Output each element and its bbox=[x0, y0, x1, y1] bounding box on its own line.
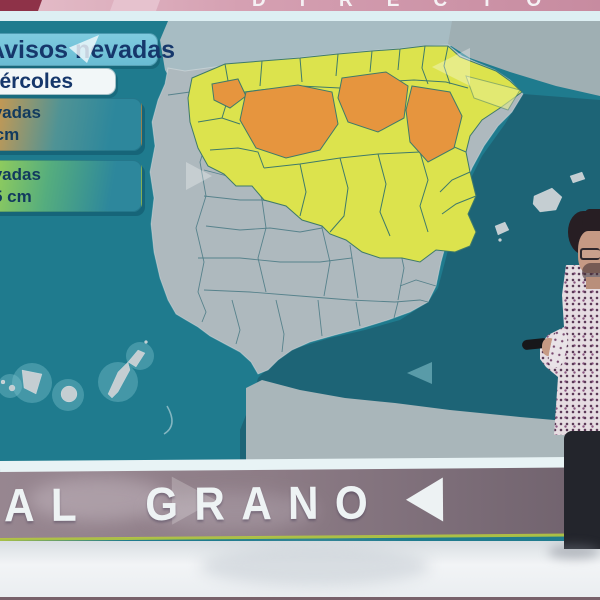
africa-land bbox=[246, 380, 600, 472]
legend-item-yellow: Nevadas 5 cm bbox=[0, 160, 142, 212]
legend-label: Nevadas bbox=[0, 165, 41, 184]
presenter-glasses bbox=[580, 248, 600, 260]
mediterranean-sea bbox=[240, 94, 600, 472]
warning-region-pale bbox=[465, 75, 521, 111]
arrow-left-small-icon bbox=[407, 362, 432, 384]
presenter-face bbox=[578, 231, 600, 273]
presenter-shadow bbox=[548, 545, 600, 559]
arrow-left-icon bbox=[405, 477, 444, 522]
legend-label: Nevadas bbox=[0, 103, 41, 122]
lower-third-title: AL GRANO bbox=[3, 476, 385, 532]
live-label: DIRECTO bbox=[252, 0, 576, 11]
floor-reflection bbox=[200, 546, 430, 586]
legend-item-orange: Nevadas 20 cm bbox=[0, 98, 142, 151]
floor-edge-line bbox=[0, 597, 600, 600]
arrow-left-icon bbox=[432, 48, 470, 86]
studio-floor bbox=[0, 541, 600, 600]
panel-day: miércoles bbox=[0, 70, 74, 93]
weather-presenter bbox=[520, 205, 600, 565]
presenter-neck bbox=[586, 277, 600, 289]
live-banner: DIRECTO bbox=[0, 0, 600, 11]
presenter-beard bbox=[582, 263, 600, 281]
balearic-islands bbox=[494, 171, 586, 242]
panel-title-box: Avisos nevadas bbox=[0, 33, 175, 66]
panel-day-box: miércoles bbox=[0, 68, 116, 95]
top-divider-strip bbox=[0, 11, 600, 21]
warning-regions-orange bbox=[211, 71, 463, 163]
legend-amount: 20 cm bbox=[0, 125, 20, 144]
banner-accent-shape bbox=[0, 0, 43, 11]
arrow-right-icon bbox=[186, 162, 212, 190]
france-land bbox=[448, 21, 600, 96]
lower-third-band: AL GRANO bbox=[0, 467, 600, 539]
banner-accent-shape bbox=[109, 0, 161, 11]
canary-islands bbox=[0, 340, 173, 435]
presenter-pants bbox=[564, 431, 600, 549]
legend-amount: 5 cm bbox=[0, 187, 32, 206]
